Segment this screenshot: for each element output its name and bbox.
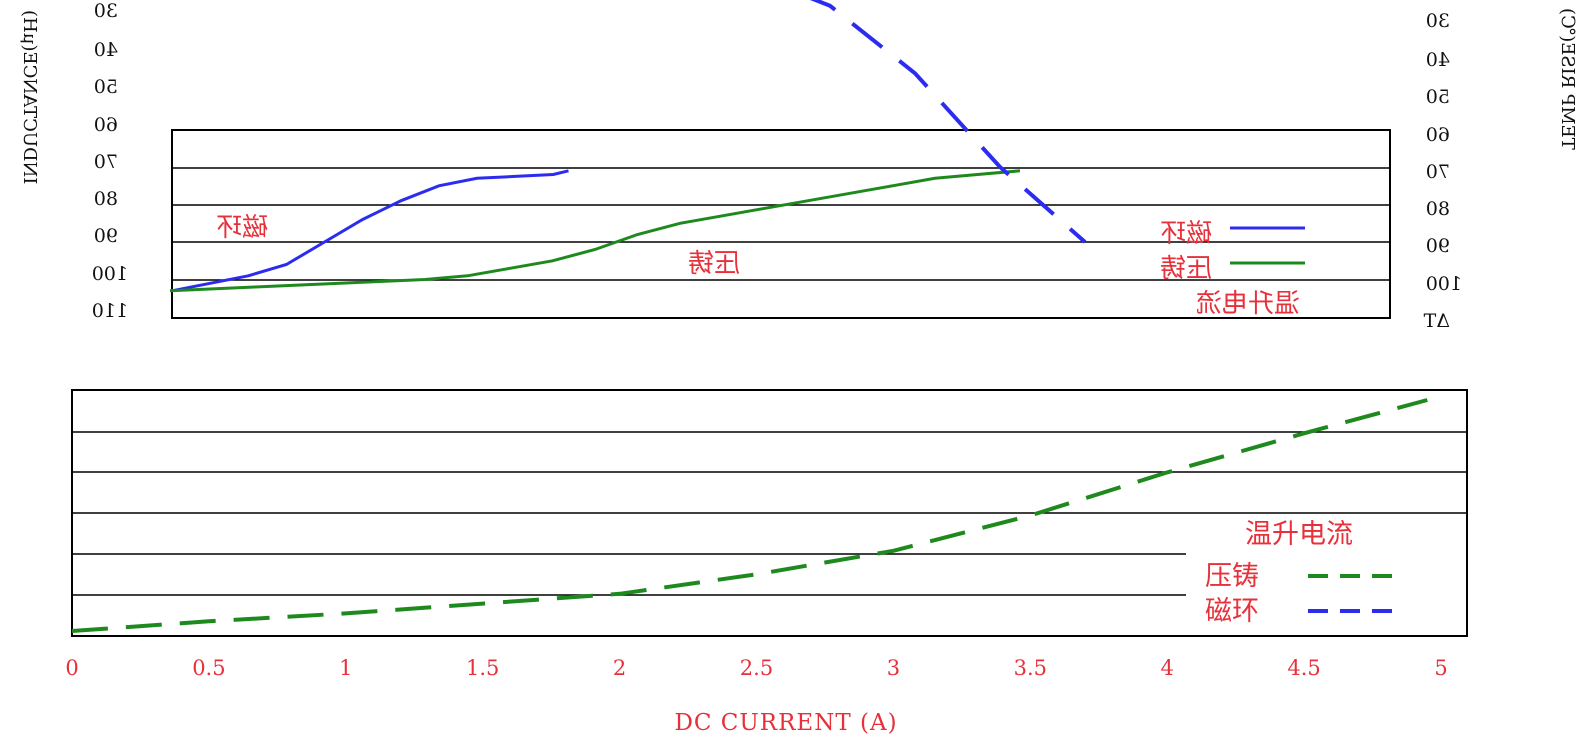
left-tick-label: 80 xyxy=(94,188,118,210)
left-tick-label: 90 xyxy=(94,225,118,247)
top-series-blue-dashed xyxy=(810,0,1087,244)
left-tick-label: 40 xyxy=(94,39,118,61)
x-tick-label: 3 xyxy=(887,656,900,680)
x-tick-label: 3.5 xyxy=(1014,656,1047,680)
left-tick-label: 70 xyxy=(94,151,118,173)
right-axis-title: TEMP RISE(℃) xyxy=(1557,8,1578,150)
x-tick-label: 4.5 xyxy=(1287,656,1320,680)
top-series-green xyxy=(169,169,1021,293)
bottom-legend-green-label: 压铸 xyxy=(1205,561,1259,592)
top-legend: 磁环 压铸 温升电流 xyxy=(1160,219,1305,319)
top-plot-frame xyxy=(171,129,1391,319)
right-tick-label: ΔT xyxy=(1423,310,1450,332)
x-tick-label: 0.5 xyxy=(192,656,225,680)
mirrored-blue-label: 磁环 xyxy=(216,213,268,243)
left-axis-ticks: 30 40 50 60 70 80 90 100 110 xyxy=(92,0,128,322)
x-tick-label: 0 xyxy=(65,656,78,680)
x-tick-label: 1.5 xyxy=(466,656,499,680)
x-axis-ticks: 0 0.5 1 1.5 2 2.5 3 3.5 4 4.5 5 xyxy=(65,656,1447,680)
top-legend-title: 温升电流 xyxy=(1196,289,1300,319)
left-tick-label: 100 xyxy=(92,263,128,285)
top-series-blue xyxy=(171,169,569,293)
right-axis-ticks: 30 40 50 60 70 80 90 100 ΔT xyxy=(1423,10,1462,332)
x-tick-label: 2 xyxy=(613,656,626,680)
top-legend-blue-label: 磁环 xyxy=(1160,219,1212,249)
right-tick-label: 30 xyxy=(1426,10,1450,32)
top-series-group xyxy=(169,0,1087,293)
left-tick-label: 30 xyxy=(94,0,118,22)
right-tick-label: 50 xyxy=(1426,86,1450,108)
bottom-series-group xyxy=(71,398,1428,633)
top-legend-green-label: 压铸 xyxy=(1160,254,1212,284)
left-tick-label: 60 xyxy=(94,114,118,136)
bottom-legend-blue-label: 磁环 xyxy=(1205,596,1259,627)
right-tick-label: 100 xyxy=(1426,273,1462,295)
bottom-legend: 温升电流 压铸 磁环 xyxy=(1205,519,1402,627)
x-tick-label: 4 xyxy=(1161,656,1174,680)
bottom-gridlines xyxy=(72,431,1467,596)
x-tick-label: 5 xyxy=(1434,656,1447,680)
x-tick-label: 2.5 xyxy=(740,656,773,680)
right-tick-label: 90 xyxy=(1426,235,1450,257)
bottom-series-line xyxy=(71,398,1428,633)
left-axis-title: INDUCTANCE(μH) xyxy=(19,10,40,184)
right-tick-label: 70 xyxy=(1426,161,1450,183)
x-tick-label: 1 xyxy=(339,656,352,680)
left-tick-label: 110 xyxy=(92,300,128,322)
right-tick-label: 80 xyxy=(1426,198,1450,220)
left-tick-label: 50 xyxy=(94,76,118,98)
temp-rise-chart: 0 0.5 1 1.5 2 2.5 3 3.5 4 4.5 5 DC CURRENT (A) 温升电… xyxy=(65,389,1468,736)
x-axis-title: DC CURRENT (A) xyxy=(674,710,897,736)
inductance-chart: 30 40 50 60 70 80 90 100 110 30 40 50 60 70 80 90 100 ΔT… xyxy=(19,0,1578,332)
bottom-legend-title: 温升电流 xyxy=(1245,519,1353,550)
right-tick-label: 40 xyxy=(1426,49,1450,71)
top-gridlines xyxy=(172,167,1390,281)
mirrored-green-label: 压铸 xyxy=(688,249,740,279)
right-tick-label: 60 xyxy=(1426,124,1450,146)
